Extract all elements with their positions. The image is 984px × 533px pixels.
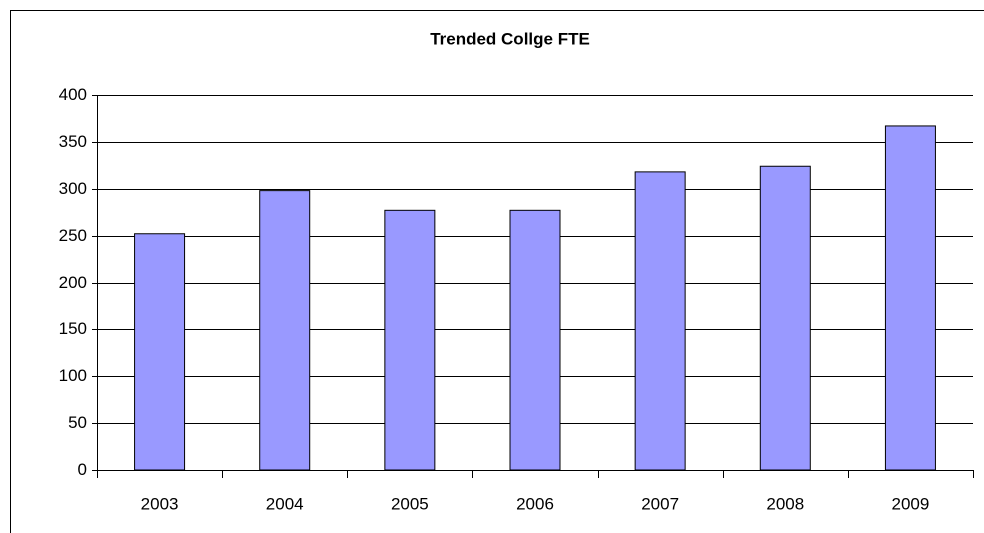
bar bbox=[634, 171, 686, 471]
x-tick-label: 2008 bbox=[766, 494, 804, 513]
y-tick-label: 200 bbox=[59, 273, 87, 292]
y-tick-label: 350 bbox=[59, 132, 87, 151]
x-tick-label: 2005 bbox=[391, 494, 429, 513]
y-tick-label: 0 bbox=[78, 460, 87, 479]
y-tick-label: 300 bbox=[59, 179, 87, 198]
chart-title: Trended Collge FTE bbox=[430, 29, 590, 48]
bar bbox=[134, 233, 186, 471]
bar bbox=[884, 125, 936, 471]
bar bbox=[259, 190, 311, 471]
x-tick-label: 2003 bbox=[141, 494, 179, 513]
bar bbox=[509, 209, 561, 471]
bar bbox=[384, 209, 436, 471]
x-tick-label: 2004 bbox=[266, 494, 304, 513]
x-tick-label: 2009 bbox=[892, 494, 930, 513]
y-tick-label: 250 bbox=[59, 226, 87, 245]
x-tick-label: 2006 bbox=[516, 494, 554, 513]
y-tick-label: 100 bbox=[59, 366, 87, 385]
bar bbox=[759, 165, 811, 471]
y-tick-label: 400 bbox=[59, 85, 87, 104]
x-tick-label: 2007 bbox=[641, 494, 679, 513]
y-tick-label: 150 bbox=[59, 319, 87, 338]
y-tick-label: 50 bbox=[68, 413, 87, 432]
